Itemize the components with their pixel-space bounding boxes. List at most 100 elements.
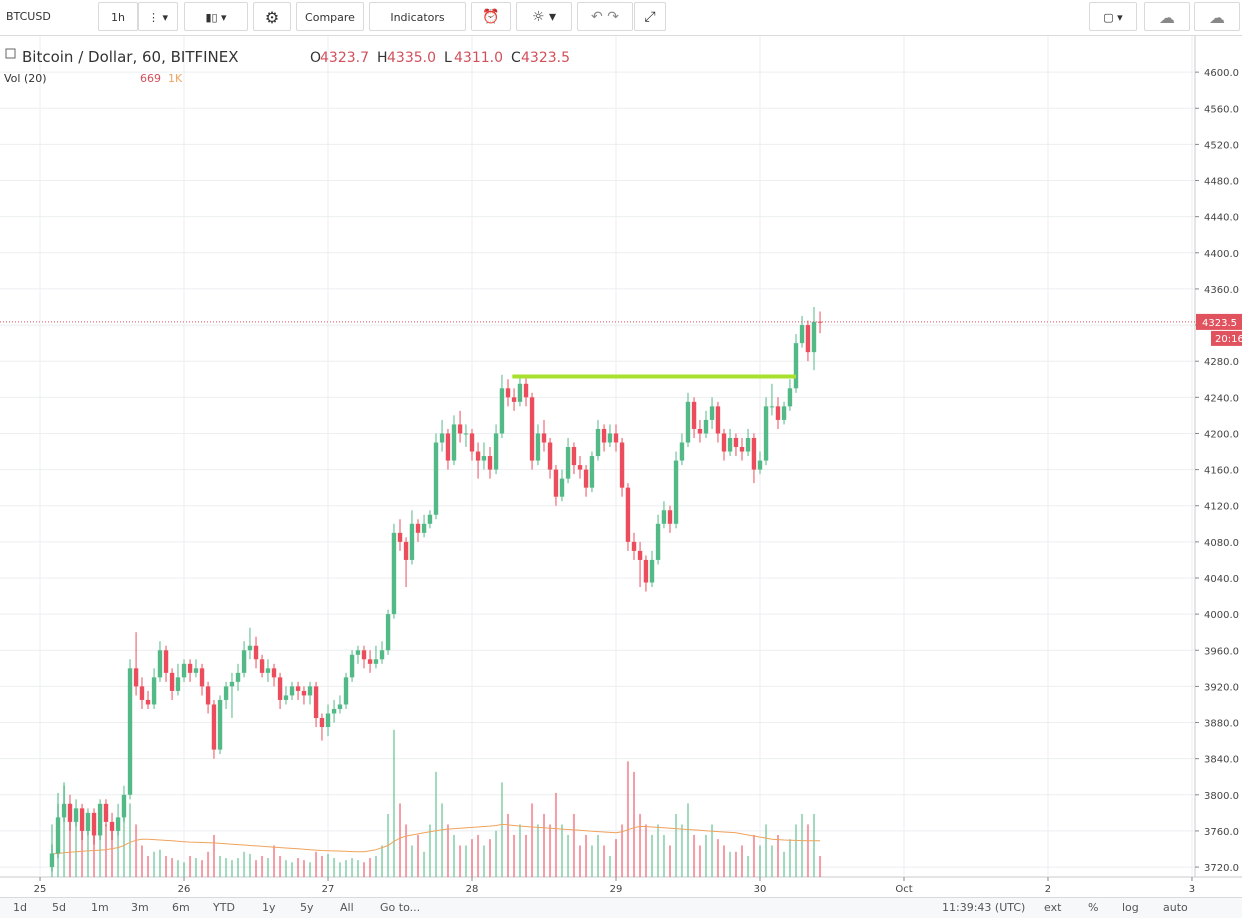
y-tick-label: 4440.0 xyxy=(1204,213,1239,224)
candle-body xyxy=(571,447,577,466)
y-tick-label: 3920.0 xyxy=(1204,682,1239,693)
y-tick-label: 4480.0 xyxy=(1204,177,1239,188)
volume-bar xyxy=(147,855,150,877)
range-button[interactable]: 5y xyxy=(300,901,314,914)
volume-bar xyxy=(459,845,462,877)
scale-option[interactable]: % xyxy=(1088,901,1099,914)
x-tick-label: Oct xyxy=(895,884,912,895)
x-tick-label: 3 xyxy=(1189,884,1195,895)
scale-option[interactable]: ext xyxy=(1044,901,1062,914)
candle-body xyxy=(703,419,709,434)
y-tick-label: 4360.0 xyxy=(1204,285,1239,296)
range-button[interactable]: 5d xyxy=(52,901,66,914)
volume-bar xyxy=(675,813,678,877)
volume-bar xyxy=(518,824,521,877)
volume-bar xyxy=(776,834,779,877)
y-tick-label: 4560.0 xyxy=(1204,104,1239,115)
volume-bar xyxy=(698,845,701,877)
volume-bar xyxy=(608,855,611,877)
candle-body xyxy=(295,686,301,691)
candle-body xyxy=(157,650,163,678)
range-button[interactable]: 1d xyxy=(13,901,27,914)
volume-bar xyxy=(243,851,246,877)
undo-redo[interactable]: ↶ ↷ xyxy=(577,2,633,31)
candle-body xyxy=(697,428,703,434)
y-tick-label: 3960.0 xyxy=(1204,646,1239,657)
interval-menu[interactable]: ⋮ ▾ xyxy=(138,2,178,31)
range-button[interactable]: All xyxy=(340,901,354,914)
y-tick-label: 4400.0 xyxy=(1204,249,1239,260)
candle-body xyxy=(307,686,313,696)
save-button[interactable]: ☁ xyxy=(1194,2,1240,31)
range-button[interactable]: 1y xyxy=(262,901,276,914)
volume-bar xyxy=(399,803,402,877)
volume-bar xyxy=(615,839,618,877)
clock: 11:39:43 (UTC) xyxy=(942,901,1026,914)
volume-bar xyxy=(176,860,179,877)
candle-body xyxy=(649,559,655,583)
interval-button[interactable]: 1h xyxy=(98,2,138,31)
volume-bar xyxy=(351,858,354,877)
candle-body xyxy=(493,433,499,470)
candle-body xyxy=(817,321,823,323)
layout-button[interactable]: ▢ ▾ xyxy=(1089,2,1137,31)
y-tick-label: 4200.0 xyxy=(1204,429,1239,440)
candle-body xyxy=(355,650,361,655)
volume-bar xyxy=(686,803,689,877)
candle-body xyxy=(373,659,379,664)
volume-bar xyxy=(801,813,804,877)
x-tick-label: 27 xyxy=(322,884,335,895)
volume-bar xyxy=(237,858,240,877)
chart-style-button[interactable]: ▮▯ ▾ xyxy=(184,2,248,31)
candle-body xyxy=(487,456,493,470)
volume-bar xyxy=(752,834,755,877)
candle-body xyxy=(745,437,751,452)
volume-bar xyxy=(758,845,761,877)
candle-body xyxy=(631,541,637,551)
chart: 3720.0 3760.0 3800.0 3840.0 3880.0 3920.0 3960… xyxy=(0,36,1242,897)
volume-bar xyxy=(572,813,575,877)
alert-button[interactable]: ⏰ xyxy=(471,2,511,31)
volume-bar xyxy=(819,855,822,877)
load-button[interactable]: ☁ xyxy=(1144,2,1190,31)
volume-bar xyxy=(765,824,768,877)
compare-button[interactable]: Compare xyxy=(296,2,364,31)
volume-bar xyxy=(81,813,84,877)
volume-bar xyxy=(75,813,78,877)
symbol-input[interactable]: BTCUSD xyxy=(0,2,95,31)
candle-body xyxy=(553,469,559,497)
volume-bar xyxy=(693,834,696,877)
volume-legend-ma: 1K xyxy=(168,72,183,85)
y-tick-label: 4600.0 xyxy=(1204,68,1239,79)
settings-button[interactable]: ⚙ xyxy=(253,2,291,31)
candle-body xyxy=(253,645,259,660)
volume-bar xyxy=(363,862,366,877)
ideas-button[interactable]: ☼ ▾ xyxy=(516,2,572,31)
range-button[interactable]: 3m xyxy=(131,901,149,914)
volume-bar xyxy=(266,858,269,877)
range-button[interactable]: Go to... xyxy=(380,901,421,914)
volume-bar xyxy=(603,845,606,877)
volume-bar xyxy=(255,860,258,877)
volume-bar xyxy=(639,813,642,877)
candle-body xyxy=(409,523,415,560)
volume-bar xyxy=(471,839,474,877)
candle-body xyxy=(193,668,199,673)
legend-value: 4323.5 xyxy=(521,50,570,66)
fullscreen-button[interactable]: ⤢ xyxy=(634,2,666,31)
scale-option[interactable]: auto xyxy=(1163,901,1188,914)
candle-body xyxy=(397,532,403,542)
legend-toggle[interactable] xyxy=(5,48,16,59)
scale-option[interactable]: log xyxy=(1122,901,1139,914)
volume-bar xyxy=(230,860,233,877)
candle-body xyxy=(61,803,67,818)
range-button[interactable]: 6m xyxy=(172,901,190,914)
range-button[interactable]: 1m xyxy=(91,901,109,914)
candle-body xyxy=(217,699,223,750)
candle-body xyxy=(523,383,529,398)
range-button[interactable]: YTD xyxy=(213,901,235,914)
volume-bar xyxy=(219,855,222,877)
candle-body xyxy=(385,614,391,651)
candle-body xyxy=(655,523,661,560)
indicators-button[interactable]: Indicators xyxy=(369,2,466,31)
